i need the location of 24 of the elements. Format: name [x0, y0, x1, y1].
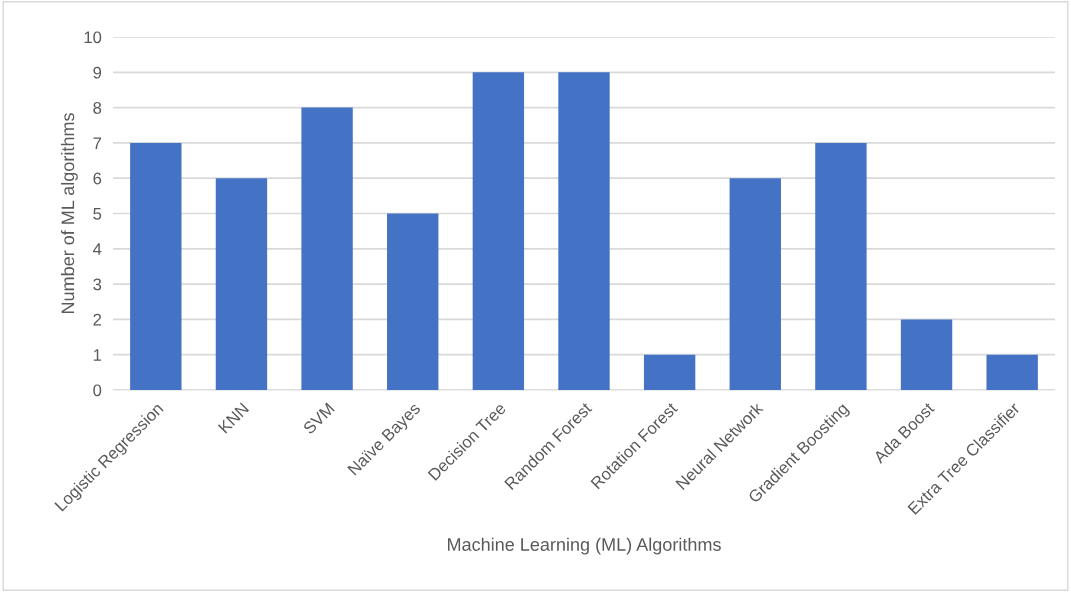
bar — [986, 354, 1038, 390]
bar — [130, 142, 182, 390]
x-axis-title: Machine Learning (ML) Algorithms — [448, 537, 721, 555]
y-tick-label: 6 — [93, 172, 102, 185]
bar — [643, 354, 696, 390]
y-tick-label: 0 — [93, 384, 102, 397]
y-axis-title: Number of ML algorithms — [60, 113, 78, 314]
bar — [900, 319, 953, 390]
bar — [472, 72, 525, 390]
bar — [815, 142, 867, 390]
y-tick-label: 7 — [93, 137, 102, 149]
y-tick-label: 1 — [93, 349, 102, 361]
bar — [729, 178, 781, 390]
y-tick-label: 5 — [93, 208, 102, 220]
bar — [301, 107, 353, 390]
bar — [387, 213, 439, 390]
bar — [215, 178, 268, 390]
bar — [558, 72, 610, 390]
y-tick-label: 4 — [93, 243, 102, 255]
y-tick-label: 3 — [93, 278, 102, 291]
y-tick-label: 2 — [93, 313, 102, 326]
y-tick-label: 10 — [84, 31, 102, 44]
y-tick-label: 8 — [93, 102, 102, 114]
y-tick-label: 9 — [93, 66, 102, 79]
